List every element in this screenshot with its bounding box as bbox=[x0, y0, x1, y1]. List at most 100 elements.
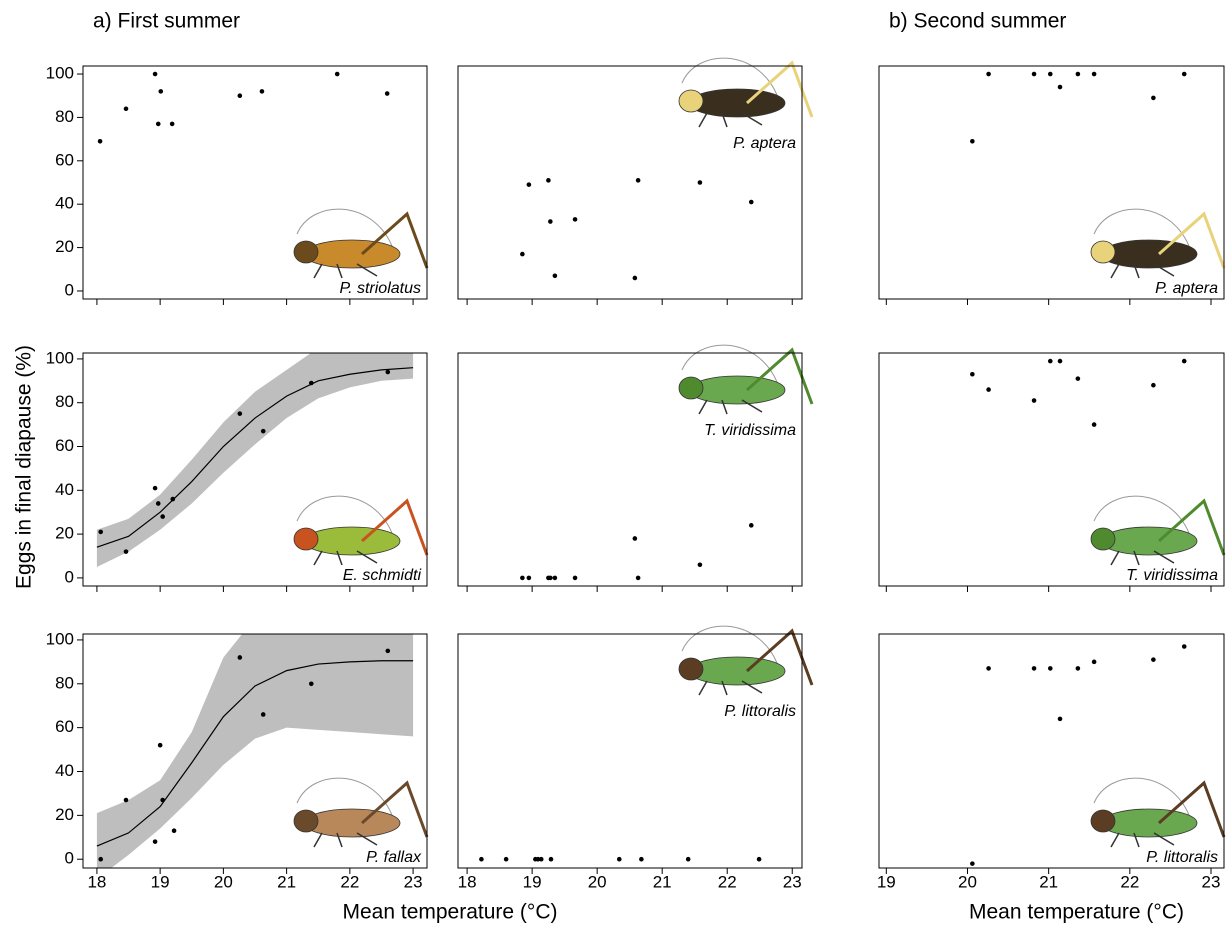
data-point bbox=[749, 523, 754, 528]
data-point bbox=[1058, 717, 1063, 722]
species-label: P. littoralis bbox=[724, 703, 796, 720]
y-tick-label: 60 bbox=[55, 436, 74, 455]
data-point bbox=[553, 576, 558, 581]
insect-illustration bbox=[1091, 496, 1224, 565]
insect-illustration bbox=[294, 496, 427, 565]
insect-head bbox=[679, 377, 703, 399]
insect-illustration bbox=[1091, 778, 1224, 847]
data-point bbox=[1182, 72, 1187, 77]
y-tick-label: 40 bbox=[55, 761, 74, 780]
data-point bbox=[98, 139, 103, 144]
data-point bbox=[504, 857, 509, 862]
x-tick-label: 22 bbox=[718, 872, 737, 891]
data-point bbox=[153, 839, 158, 844]
insect-body bbox=[1101, 809, 1197, 837]
x-tick-label: 19 bbox=[877, 872, 896, 891]
insect-body bbox=[304, 240, 400, 268]
data-point bbox=[548, 219, 553, 224]
data-point bbox=[549, 857, 554, 862]
species-label: E. schmidti bbox=[343, 567, 422, 584]
insect-illustration bbox=[679, 345, 812, 414]
data-point bbox=[309, 681, 314, 686]
data-point bbox=[170, 497, 175, 502]
y-tick-label: 100 bbox=[46, 64, 74, 83]
data-point bbox=[153, 486, 158, 491]
data-point bbox=[1032, 398, 1037, 403]
y-tick-label: 100 bbox=[46, 629, 74, 648]
data-point bbox=[1076, 376, 1081, 381]
confidence-band bbox=[97, 618, 413, 879]
data-point bbox=[160, 798, 165, 803]
page: Eggs in final diapause (%) a) First summ… bbox=[0, 0, 1226, 928]
species-label: P. littoralis bbox=[1146, 849, 1218, 866]
y-tick-label: 60 bbox=[55, 717, 74, 736]
y-axis-label: Eggs in final diapause (%) bbox=[13, 345, 36, 589]
data-point bbox=[1032, 72, 1037, 77]
insect-head bbox=[294, 241, 318, 263]
species-label: T. viridissima bbox=[704, 422, 796, 439]
data-point bbox=[539, 857, 544, 862]
insect-body bbox=[1101, 527, 1197, 555]
data-point bbox=[385, 370, 390, 375]
x-tick-label: 19 bbox=[523, 872, 542, 891]
data-point bbox=[698, 180, 703, 185]
data-point bbox=[553, 273, 558, 278]
species-label: P. aptera bbox=[1155, 280, 1218, 297]
data-point bbox=[1151, 657, 1156, 662]
data-point bbox=[527, 576, 532, 581]
data-point bbox=[124, 798, 129, 803]
data-point bbox=[573, 217, 578, 222]
data-point bbox=[986, 387, 991, 392]
panel-title: a) First summer bbox=[93, 10, 240, 33]
data-point bbox=[309, 381, 314, 386]
data-point bbox=[633, 276, 638, 281]
data-point bbox=[261, 712, 266, 717]
insect-illustration bbox=[294, 209, 427, 278]
plot-area bbox=[98, 72, 390, 144]
insect-head bbox=[679, 90, 703, 112]
plot-area bbox=[479, 857, 761, 862]
data-point bbox=[1048, 359, 1053, 364]
data-point bbox=[698, 562, 703, 567]
plot-area bbox=[97, 618, 413, 879]
y-tick-label: 0 bbox=[65, 849, 74, 868]
data-point bbox=[1092, 660, 1097, 665]
x-tick-label: 23 bbox=[1202, 872, 1221, 891]
y-tick-label: 20 bbox=[55, 805, 74, 824]
x-tick-label: 20 bbox=[214, 872, 233, 891]
data-point bbox=[617, 857, 622, 862]
species-label: T. viridissima bbox=[1126, 567, 1218, 584]
y-tick-label: 80 bbox=[55, 673, 74, 692]
y-tick-label: 20 bbox=[55, 237, 74, 256]
insect-body bbox=[689, 89, 785, 117]
insect-illustration bbox=[679, 58, 812, 127]
data-point bbox=[986, 666, 991, 671]
data-point bbox=[1048, 666, 1053, 671]
plot-area bbox=[520, 523, 753, 580]
data-point bbox=[1076, 72, 1081, 77]
species-label: P. aptera bbox=[733, 135, 796, 152]
y-tick-label: 60 bbox=[55, 150, 74, 169]
data-point bbox=[520, 576, 525, 581]
data-point bbox=[479, 857, 484, 862]
data-point bbox=[1032, 666, 1037, 671]
data-point bbox=[261, 429, 266, 434]
x-tick-label: 20 bbox=[958, 872, 977, 891]
insect-head bbox=[1091, 528, 1115, 550]
data-point bbox=[633, 536, 638, 541]
data-point bbox=[385, 649, 390, 654]
data-point bbox=[970, 372, 975, 377]
x-tick-label: 21 bbox=[1039, 872, 1058, 891]
y-tick-label: 100 bbox=[46, 348, 74, 367]
data-point bbox=[970, 861, 975, 866]
x-tick-label: 20 bbox=[588, 872, 607, 891]
data-point bbox=[1182, 644, 1187, 649]
data-point bbox=[527, 182, 532, 187]
data-point bbox=[172, 828, 177, 833]
insect-body bbox=[1101, 240, 1197, 268]
insect-illustration bbox=[294, 778, 427, 847]
data-point bbox=[1092, 422, 1097, 427]
x-tick-label: 21 bbox=[653, 872, 672, 891]
x-tick-label: 23 bbox=[404, 872, 423, 891]
data-point bbox=[385, 91, 390, 96]
